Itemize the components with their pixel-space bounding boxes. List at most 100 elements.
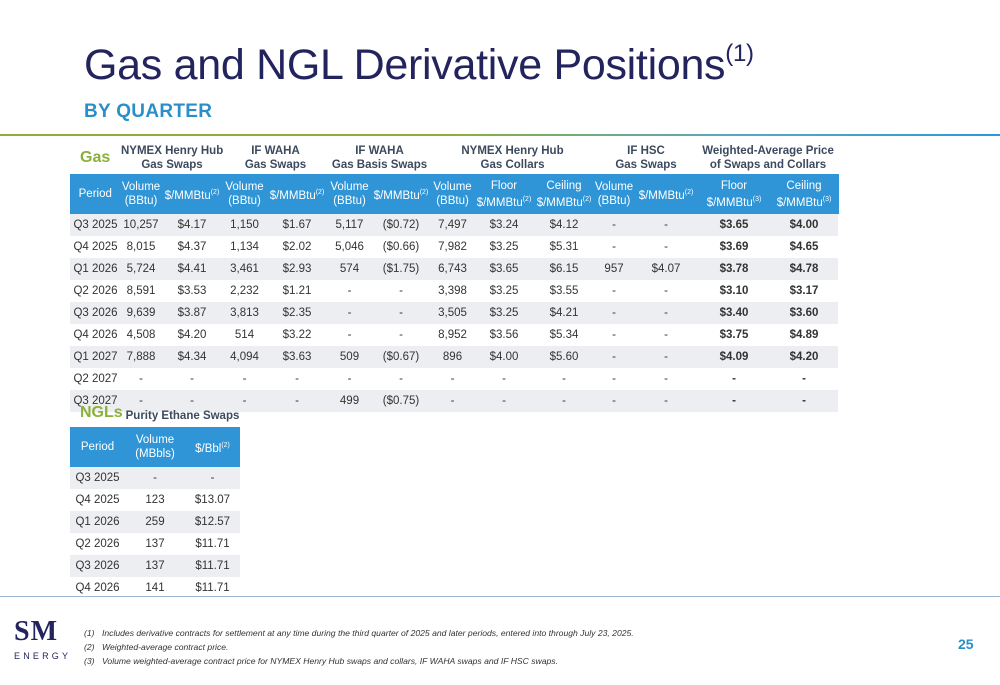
table-cell: $3.22 [266,324,328,346]
table-cell: - [634,302,699,324]
period-cell: Q2 2026 [70,533,125,555]
ngl-column-header: Period [70,427,125,467]
table-cell: $4.00 [474,346,534,368]
table-cell: ($0.66) [371,236,431,258]
table-cell: $3.78 [698,258,771,280]
table-cell: - [634,324,699,346]
period-cell: Q3 2025 [70,467,125,489]
gas-column-header-row: Period Volume (BBtu) $/MMBtu(2) Volume (BBtu)… [70,174,839,214]
table-cell: - [634,236,699,258]
table-cell: 2,232 [223,280,266,302]
table-row: Q4 2025 8,015 $4.37 1,134 $2.02 5,046 ($0.66) 7… [70,236,839,258]
table-cell: - [634,390,699,412]
table-cell: 137 [125,555,185,577]
table-cell: $4.41 [161,258,223,280]
footnote-text: Volume weighted-average contract price f… [102,656,558,666]
table-cell: $2.35 [266,302,328,324]
table-cell: - [121,368,161,390]
table-cell: 499 [328,390,371,412]
gas-column-header: Volume (BBtu) [121,174,162,214]
table-cell: $4.21 [534,302,595,324]
gas-column-header: $/MMBtu(2) [371,174,432,214]
table-cell: $3.10 [698,280,771,302]
table-cell: $11.71 [185,533,241,555]
table-cell: $5.31 [534,236,595,258]
gas-column-header: Volume (BBtu) [431,174,475,214]
table-cell: - [223,368,266,390]
table-row: Q4 2025 123 $13.07 [70,489,241,511]
table-cell: 8,952 [431,324,474,346]
table-cell: $4.00 [770,214,839,236]
table-cell: $2.02 [266,236,328,258]
table-cell: - [594,390,635,412]
table-cell: ($0.75) [371,390,431,412]
table-cell: $4.20 [161,324,223,346]
table-cell: $11.71 [185,555,241,577]
table-cell: $1.21 [266,280,328,302]
table-cell: 7,982 [431,236,474,258]
table-cell: $4.12 [534,214,595,236]
gas-column-header: Floor $/MMBtu(3) [698,174,771,214]
table-cell: - [431,390,474,412]
table-cell: - [121,390,161,412]
table-cell: - [328,280,371,302]
footnote-ref: (3) [752,195,762,203]
page-subtitle: BY QUARTER [84,101,213,122]
ngl-derivatives-table: Purity Ethane Swaps Period Volume (MBbls) $… [70,405,241,599]
title-divider [0,134,1000,136]
period-cell: Q4 2025 [70,236,121,258]
table-cell: - [594,302,635,324]
table-cell: 3,813 [223,302,266,324]
logo-mark: SM [14,616,58,647]
period-cell: Q3 2025 [70,214,121,236]
footnote-ref: (2) [684,188,694,196]
table-cell: $3.40 [698,302,771,324]
footnote-number: (1) [84,628,95,638]
table-cell: - [328,324,371,346]
ngl-group-header: Purity Ethane Swaps [125,410,240,422]
table-cell: - [161,390,223,412]
gas-column-header: Volume (BBtu) [223,174,267,214]
footnote-ref: (2) [221,441,230,449]
table-cell: $11.71 [185,577,241,599]
table-cell: ($1.75) [371,258,431,280]
table-cell: - [634,214,699,236]
period-cell: Q2 2026 [70,280,121,302]
table-cell: $3.69 [698,236,771,258]
table-cell: 1,150 [223,214,266,236]
gas-group-header: NYMEX Henry Hub Gas Collars [461,145,564,171]
footnote-ref: (2) [419,188,429,196]
ngl-group-header-row: Purity Ethane Swaps [70,405,240,427]
period-cell: Q1 2026 [70,511,125,533]
gas-group-header-spacer [70,142,121,174]
table-cell: $3.75 [698,324,771,346]
table-cell: 574 [328,258,371,280]
title-footnote-ref: (1) [725,40,754,67]
table-cell: 8,015 [121,236,161,258]
table-cell: - [634,346,699,368]
gas-column-header: Floor $/MMBtu(2) [474,174,535,214]
table-cell: $13.07 [185,489,241,511]
table-cell: 5,724 [121,258,161,280]
table-cell: 7,888 [121,346,161,368]
table-cell: 10,257 [121,214,161,236]
table-cell: - [371,302,431,324]
table-cell: - [266,390,328,412]
footnote: (3) Volume weighted-average contract pric… [84,654,634,668]
page-number: 25 [958,636,974,652]
table-cell: - [223,390,266,412]
table-row: Q3 2025- - [70,467,241,489]
table-cell: 896 [431,346,474,368]
footnote-ref: (3) [822,195,832,203]
table-cell: $3.65 [698,214,771,236]
gas-column-header: Period [70,174,122,214]
table-cell: $5.60 [534,346,595,368]
table-cell: $3.65 [474,258,534,280]
table-cell: 5,046 [328,236,371,258]
table-cell: - [594,368,635,390]
table-cell: 1,134 [223,236,266,258]
table-cell: 141 [125,577,185,599]
table-cell: - [474,368,534,390]
table-cell: $3.25 [474,236,534,258]
gas-group-header: NYMEX Henry Hub Gas Swaps [121,145,224,171]
